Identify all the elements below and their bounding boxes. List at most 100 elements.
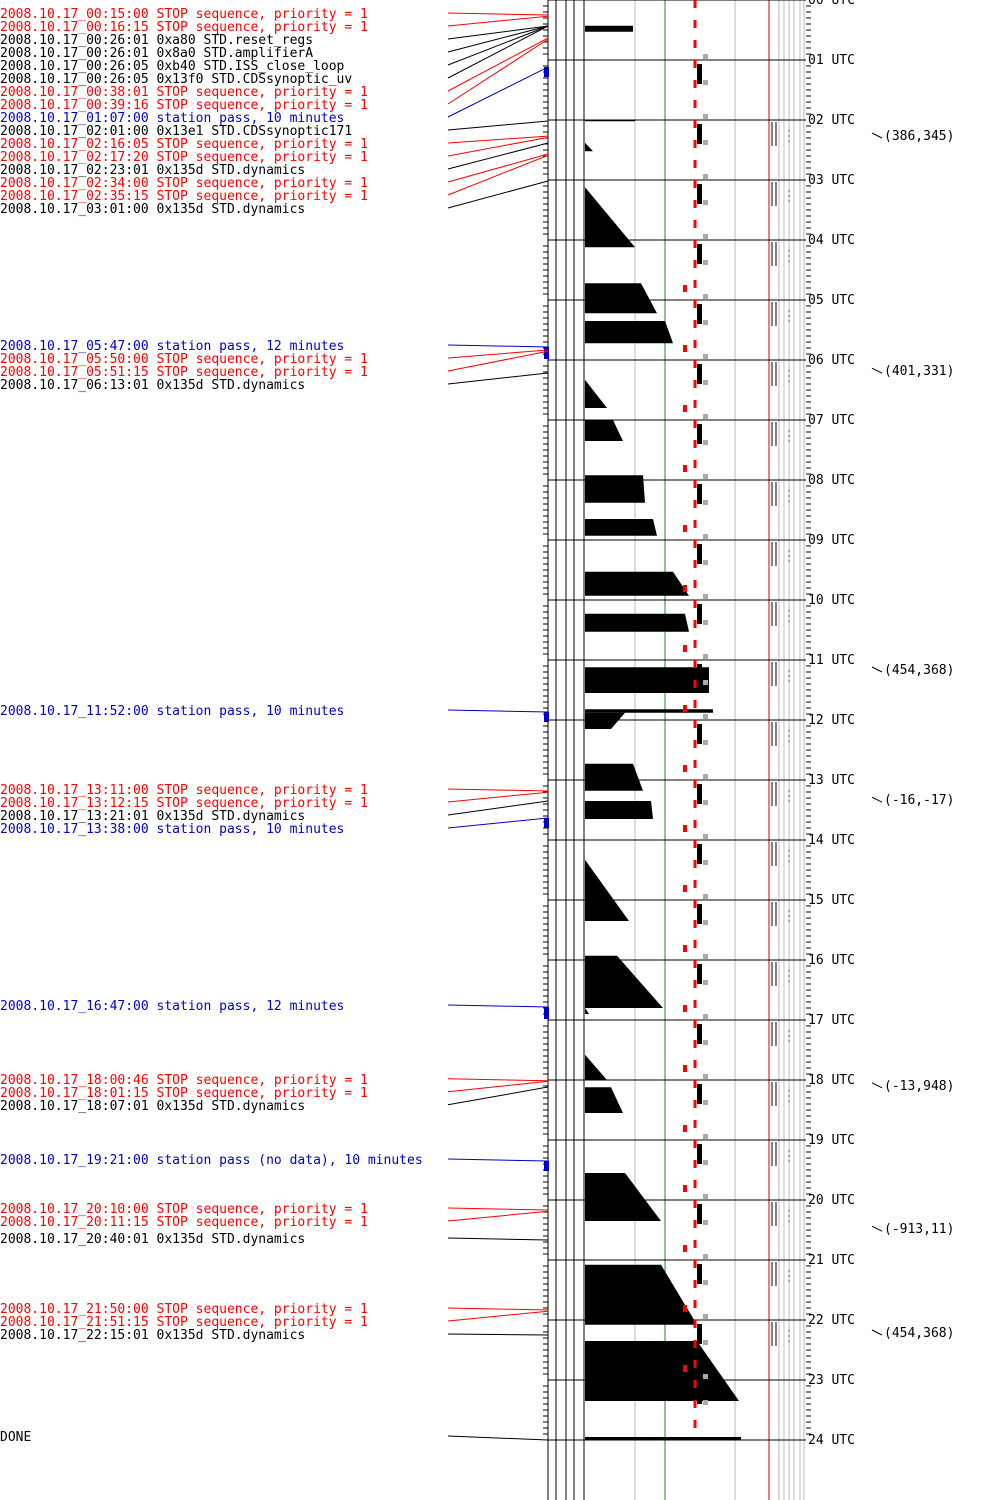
event-leader	[447, 154, 549, 196]
event-label: 2008.10.17_02:35:15 STOP sequence, prior…	[0, 189, 368, 204]
hour-marker-red	[683, 645, 687, 652]
hour-marker-grey	[703, 680, 708, 685]
hour-marker-grey	[703, 980, 708, 985]
hour-marker-grey	[703, 414, 708, 419]
hour-marker-grey	[703, 440, 708, 445]
hour-marker-grey	[703, 54, 708, 59]
hour-marker-grey	[703, 234, 708, 239]
hour-marker-grey	[703, 1160, 708, 1165]
event-label: 2008.10.17_18:00:46 STOP sequence, prior…	[0, 1073, 368, 1088]
event-leader	[447, 1080, 549, 1093]
annotation-label: (-913,11)	[884, 1222, 954, 1237]
event-leader	[447, 349, 549, 359]
hour-marker-grey	[703, 500, 708, 505]
hour-marker-grey	[703, 920, 708, 925]
hour-label: 18 UTC	[808, 1073, 855, 1088]
hour-marker-red	[683, 1245, 687, 1252]
event-label: 2008.10.17_01:07:00 station pass, 10 min…	[0, 111, 344, 126]
hour-label: 03 UTC	[808, 173, 855, 188]
annotation-label: (-16,-17)	[884, 793, 954, 808]
hour-label: 02 UTC	[808, 113, 855, 128]
event-label: 2008.10.17_00:26:05 0xb40 STD.ISS_close_…	[0, 59, 345, 74]
activity-bar	[585, 1264, 697, 1325]
hour-marker-grey	[703, 860, 708, 865]
event-leader	[447, 25, 549, 66]
hour-marker-grey	[703, 1134, 708, 1139]
hour-marker-grey	[703, 474, 708, 479]
activity-bar	[585, 187, 635, 248]
hour-marker-grey	[703, 1314, 708, 1319]
event-label: 2008.10.17_18:01:15 STOP sequence, prior…	[0, 1086, 368, 1101]
event-label: 2008.10.17_13:11:00 STOP sequence, prior…	[0, 783, 368, 798]
hour-marker-red	[683, 1125, 687, 1132]
event-label: 2008.10.17_00:39:16 STOP sequence, prior…	[0, 98, 368, 113]
hour-marker-grey	[703, 200, 708, 205]
hour-label: 19 UTC	[808, 1133, 855, 1148]
event-leader	[447, 25, 549, 53]
event-leader	[447, 38, 549, 105]
hour-marker-black	[697, 424, 702, 444]
hour-marker-black	[697, 304, 702, 324]
event-label: 2008.10.17_02:16:05 STOP sequence, prior…	[0, 137, 368, 152]
hour-marker-black	[697, 1264, 702, 1284]
hour-label: 05 UTC	[808, 293, 855, 308]
event-leader	[447, 1158, 549, 1162]
event-label: 2008.10.17_00:15:00 STOP sequence, prior…	[0, 7, 368, 22]
event-leader	[447, 788, 549, 792]
hour-label: 15 UTC	[808, 893, 855, 908]
event-label: 2008.10.17_02:01:00 0x13e1 STD.CDSsynopt…	[0, 124, 352, 139]
activity-bar	[585, 475, 645, 503]
hour-label: 24 UTC	[808, 1433, 855, 1448]
hour-marker-grey	[703, 1040, 708, 1045]
event-leader	[447, 709, 549, 713]
event-leader	[447, 25, 549, 79]
event-leader	[447, 1210, 549, 1222]
event-label: 2008.10.17_05:50:00 STOP sequence, prior…	[0, 352, 368, 367]
event-leader	[447, 1086, 549, 1106]
hour-label: 12 UTC	[808, 713, 855, 728]
annotation-label: (454,368)	[884, 663, 954, 678]
hour-marker-red	[683, 465, 687, 472]
event-leader	[447, 120, 549, 131]
hour-marker-black	[697, 184, 702, 204]
hour-marker-grey	[703, 594, 708, 599]
activity-bar	[585, 1087, 623, 1113]
event-leader	[447, 153, 549, 183]
hour-marker-grey	[703, 140, 708, 145]
hour-marker-grey	[703, 354, 708, 359]
hour-marker-black	[697, 544, 702, 564]
station-pass-marker	[544, 1161, 549, 1171]
annotation-arrow	[871, 1082, 883, 1089]
hour-marker-black	[697, 1324, 702, 1344]
event-label: 2008.10.17_00:38:01 STOP sequence, prior…	[0, 85, 368, 100]
hour-marker-red	[683, 885, 687, 892]
event-leader	[447, 1310, 549, 1322]
hour-marker-grey	[703, 1400, 708, 1405]
event-label: 2008.10.17_11:52:00 station pass, 10 min…	[0, 704, 344, 719]
hour-marker-grey	[703, 620, 708, 625]
event-leader	[447, 1207, 549, 1211]
hour-marker-red	[683, 405, 687, 412]
station-pass-marker	[544, 346, 549, 359]
event-label: 2008.10.17_13:12:15 STOP sequence, prior…	[0, 796, 368, 811]
hour-marker-grey	[703, 380, 708, 385]
event-leader	[447, 15, 549, 27]
hour-marker-red	[683, 825, 687, 832]
hour-marker-grey	[703, 800, 708, 805]
event-leader	[447, 1333, 549, 1336]
hour-marker-grey	[703, 114, 708, 119]
hour-marker-grey	[703, 654, 708, 659]
event-leader	[447, 135, 549, 144]
activity-bar	[585, 1437, 741, 1440]
event-label: 2008.10.17_00:26:01 0x8a0 STD.amplifierA	[0, 46, 313, 61]
event-label: 2008.10.17_18:07:01 0x135d STD.dynamics	[0, 1099, 305, 1114]
hour-marker-black	[697, 1024, 702, 1044]
hour-marker-grey	[703, 1254, 708, 1259]
annotation-label: (-13,948)	[884, 1079, 954, 1094]
hour-marker-grey	[703, 774, 708, 779]
activity-bar	[585, 801, 653, 819]
hour-marker-black	[697, 244, 702, 264]
hour-marker-black	[697, 1084, 702, 1104]
hour-marker-grey	[703, 1100, 708, 1105]
